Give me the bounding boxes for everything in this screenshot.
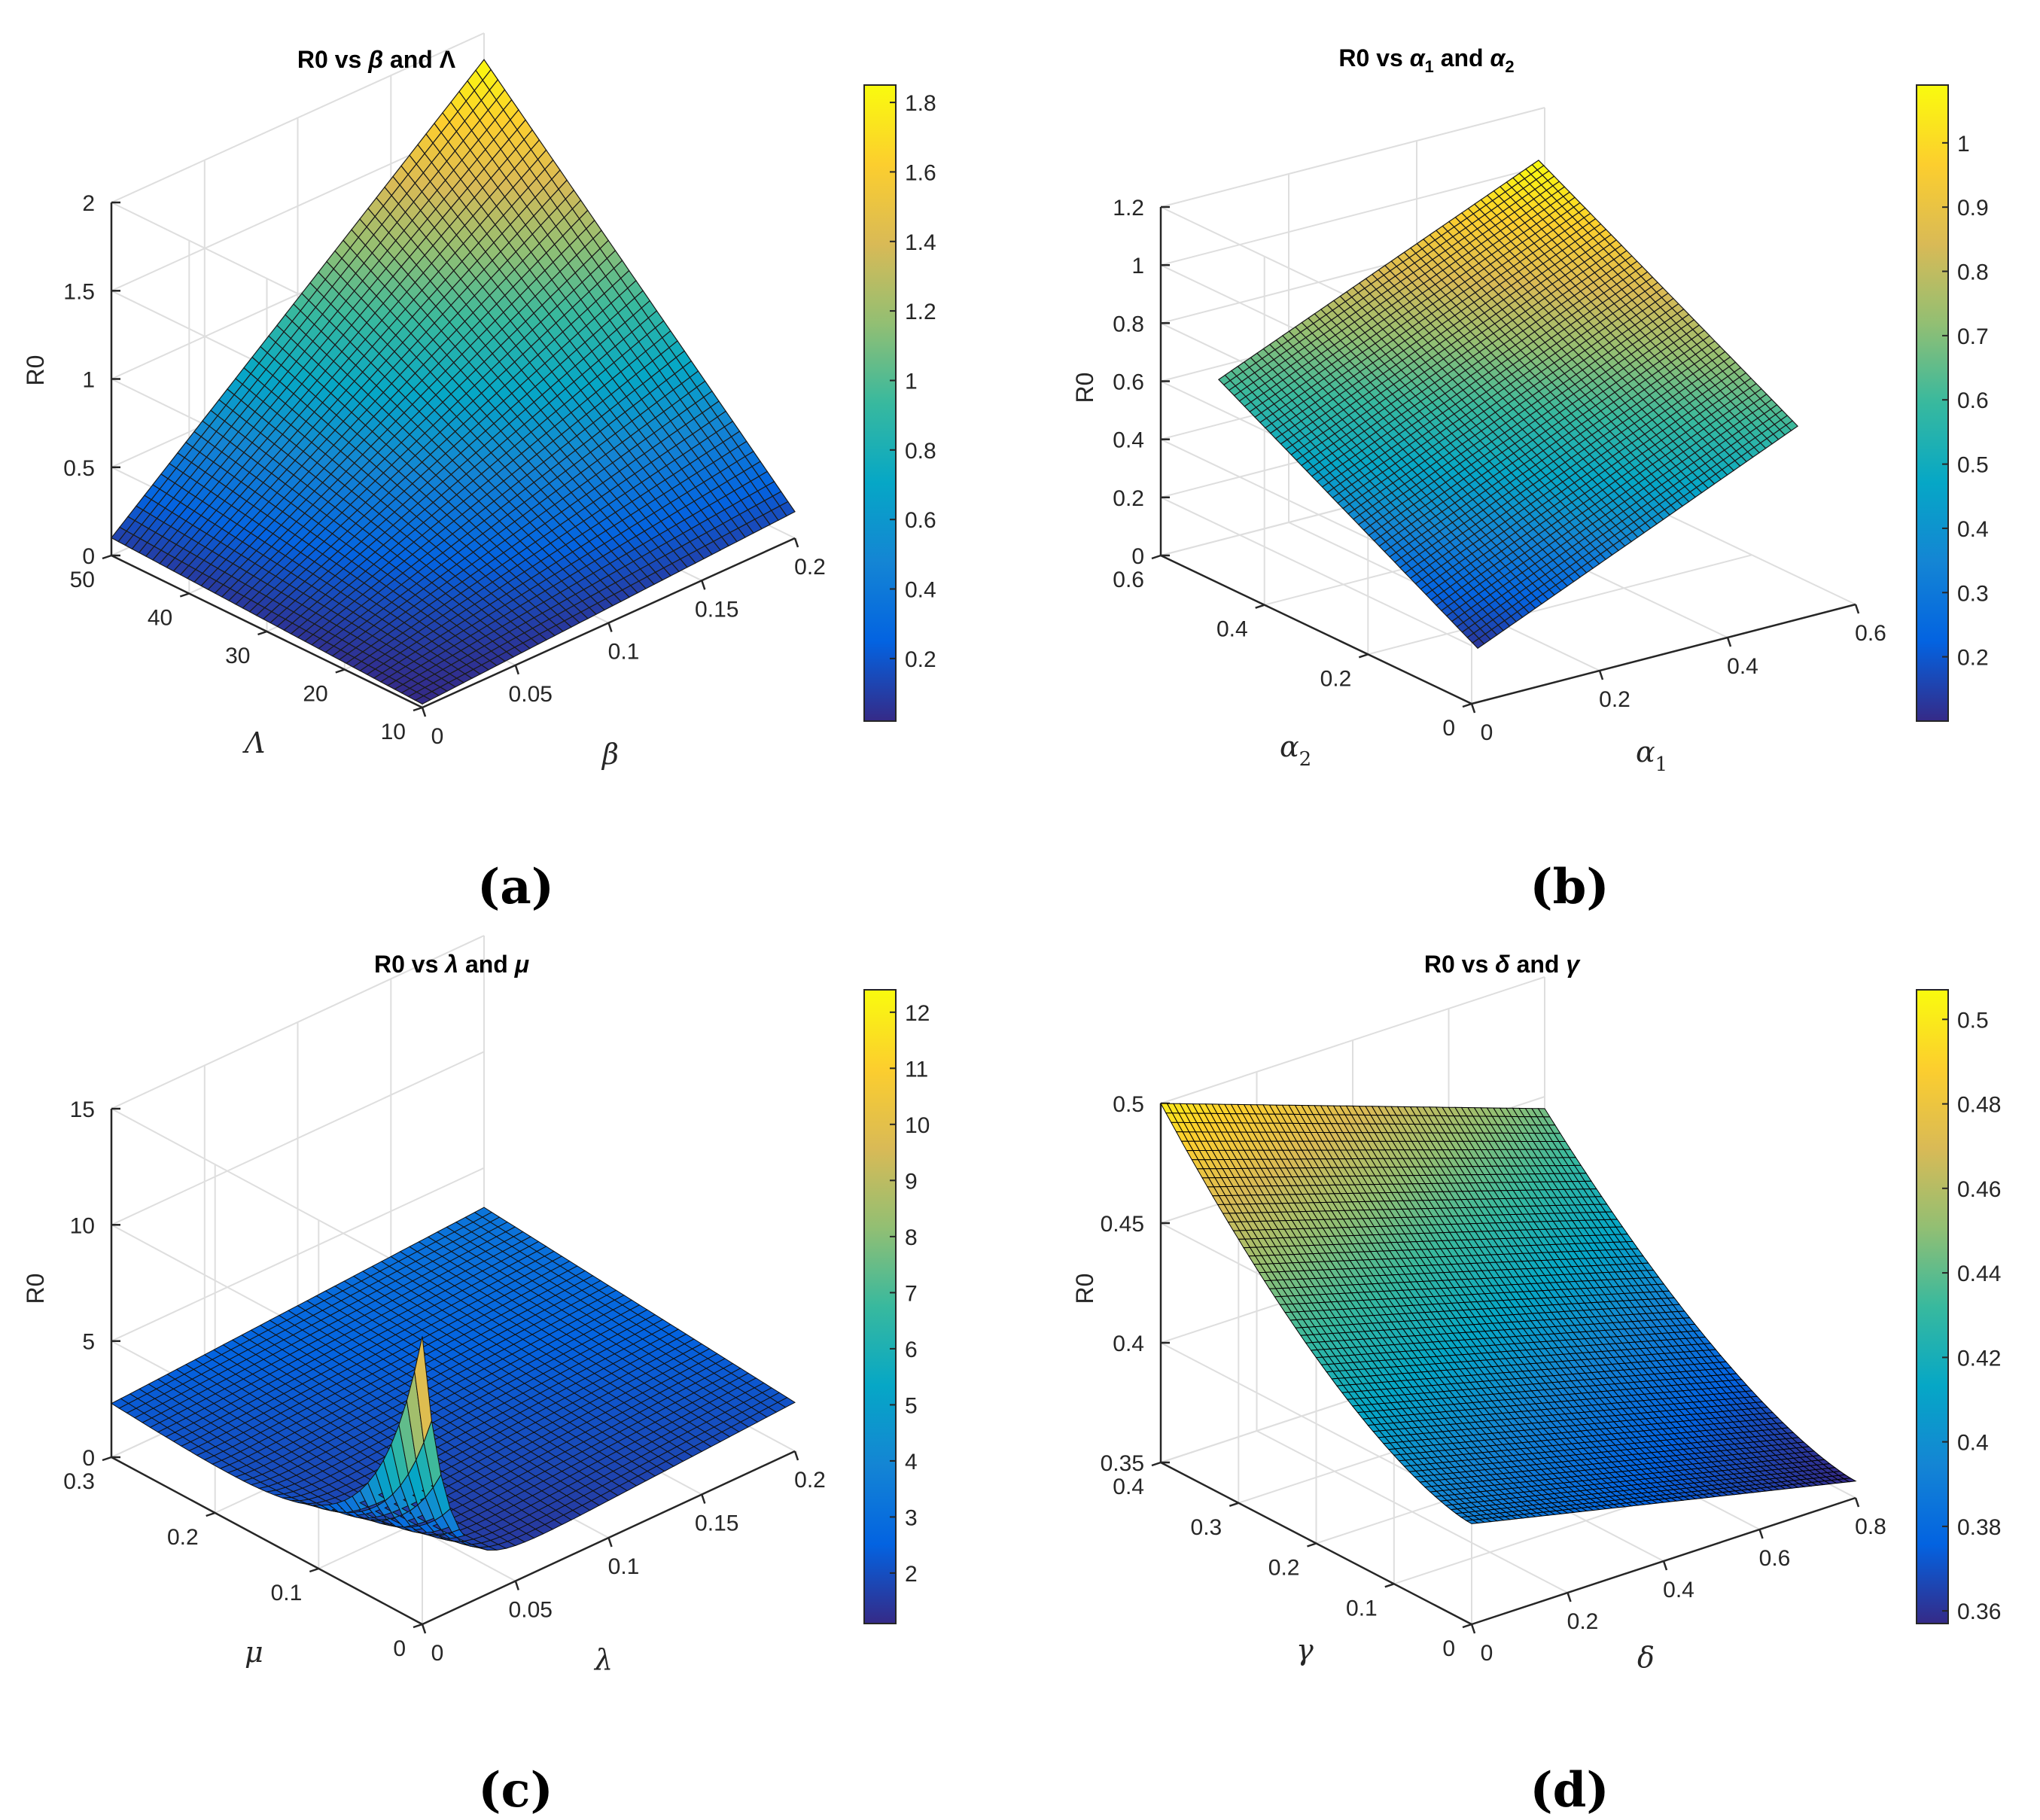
x-tick-label: 0.15: [695, 1511, 738, 1536]
y-tick: [1462, 702, 1472, 708]
colorbar-tick-label: 0.6: [905, 508, 936, 533]
x-tick-label: 0: [431, 724, 444, 749]
y-tick: [179, 592, 190, 598]
z-tick-label: 2: [82, 191, 95, 216]
y-tick: [257, 630, 267, 636]
y-tick: [413, 706, 423, 712]
x-tick-label: 0.1: [608, 640, 640, 665]
x-tick: [514, 1581, 519, 1590]
colorbar-tick-label: 0.9: [1957, 196, 1989, 221]
colorbar-tick-label: 1: [905, 369, 918, 394]
z-tick-label: 10: [70, 1213, 95, 1238]
z-tick-label: 0.4: [1113, 428, 1144, 453]
surface-0: [111, 59, 796, 705]
x-tick: [607, 622, 613, 632]
y-tick: [309, 1567, 319, 1573]
colorbar-tick-label: 0.3: [1957, 581, 1989, 606]
x-tick: [793, 1450, 799, 1461]
z-tick-label: 0.6: [1113, 370, 1144, 395]
z-tick-label: 1.5: [63, 279, 95, 304]
y-tick-label: 0.1: [271, 1581, 303, 1605]
colorbar-tick-label: 1.2: [905, 300, 936, 324]
x-tick: [1854, 604, 1860, 614]
x-tick: [1726, 637, 1732, 647]
y-tick: [102, 554, 112, 560]
x-tick: [1598, 670, 1604, 680]
x-tick: [701, 1494, 706, 1504]
y-tick: [102, 1456, 112, 1462]
z-tick-label: 5: [82, 1330, 95, 1355]
x-tick: [607, 1537, 613, 1548]
colorbar-gradient: [863, 84, 897, 722]
colorbar-tick-label: 0.5: [1957, 453, 1989, 478]
z-tick-label: 15: [70, 1097, 95, 1122]
x-tick: [514, 665, 519, 675]
x-tick-label: 0.4: [1727, 654, 1758, 679]
z-tick-label: 1.2: [1113, 196, 1144, 221]
colorbar-tick-label: 0.6: [1957, 388, 1989, 413]
y-tick-label: 0.2: [167, 1525, 199, 1550]
x-tick: [1470, 703, 1476, 714]
x-tick-label: 0.05: [509, 1598, 553, 1623]
colorbar-tick-label: 0.2: [905, 647, 936, 672]
x-tick-label: 0.15: [695, 597, 738, 622]
z-tick-label: 1: [1131, 254, 1144, 278]
back-wall-gridline: [111, 32, 485, 203]
colorbar-0: 0.2 0.4 0.6 0.8 1 1.2 1.4 1.6 1.8: [863, 84, 936, 722]
x-axis-line: [1471, 603, 1856, 705]
y-tick: [335, 668, 346, 674]
colorbar-tick-label: 0.2: [1957, 646, 1989, 671]
z-tick-label: 0.5: [63, 456, 95, 481]
y-tick-label: 0: [1442, 716, 1455, 741]
x-tick-label: 0.2: [1599, 687, 1630, 712]
y-tick-label: 40: [148, 606, 172, 631]
y-tick-label: 0: [393, 1636, 406, 1661]
colorbar-tick-label: 0.8: [905, 439, 936, 464]
colorbar-tick-label: 1.8: [905, 91, 936, 116]
y-tick-label: 10: [381, 720, 406, 744]
y-tick: [206, 1511, 216, 1517]
y-tick-label: 0.3: [63, 1469, 95, 1494]
x-tick-label: 0.05: [509, 682, 553, 707]
z-tick-label: 0: [82, 1446, 95, 1471]
colorbar-tick-label: 1.4: [905, 230, 936, 255]
y-tick: [413, 1623, 423, 1629]
x-tick: [701, 580, 706, 590]
colorbar-tick-label: 0.7: [1957, 324, 1989, 349]
z-tick-label: 0: [82, 544, 95, 569]
colorbar-1: 0.2 0.3 0.4 0.5 0.6 0.7 0.8 0.9 1: [1916, 84, 1989, 722]
back-wall-gridline: [1160, 107, 1545, 208]
colorbar-tick-label: 0.4: [905, 578, 936, 603]
z-tick-label: 1: [82, 368, 95, 393]
colorbar-tick-label: 0.4: [1957, 517, 1989, 542]
y-tick-label: 20: [303, 682, 327, 707]
colorbar-tick-label: 1: [1957, 132, 1970, 157]
x-tick-label: 0.2: [794, 555, 826, 580]
surface-1: [1217, 160, 1799, 650]
x-tick: [793, 537, 799, 548]
y-tick: [1151, 554, 1162, 560]
y-tick-label: 30: [225, 644, 250, 668]
x-tick-label: 0.1: [608, 1554, 640, 1579]
z-tick-label: 0: [1131, 544, 1144, 569]
y-tick-label: 0.6: [1113, 568, 1144, 592]
y-tick-label: 0.2: [1320, 666, 1352, 691]
y-tick-label: 0.4: [1216, 617, 1248, 642]
colorbar-gradient: [1916, 84, 1949, 722]
z-tick-label: 0.2: [1113, 486, 1144, 511]
z-tick-label: 0.8: [1113, 312, 1144, 336]
x-tick: [421, 1624, 427, 1634]
x-tick-label: 0: [1481, 720, 1493, 745]
x-tick-label: 0.2: [794, 1468, 826, 1493]
y-tick: [1255, 604, 1265, 609]
x-tick-label: 0: [431, 1641, 444, 1666]
x-tick: [421, 707, 427, 717]
x-tick-label: 0.6: [1855, 621, 1886, 646]
y-tick-label: 50: [70, 568, 95, 592]
y-tick: [1358, 653, 1369, 659]
colorbar-tick-label: 0.8: [1957, 260, 1989, 285]
colorbar-tick-label: 1.6: [905, 160, 936, 185]
